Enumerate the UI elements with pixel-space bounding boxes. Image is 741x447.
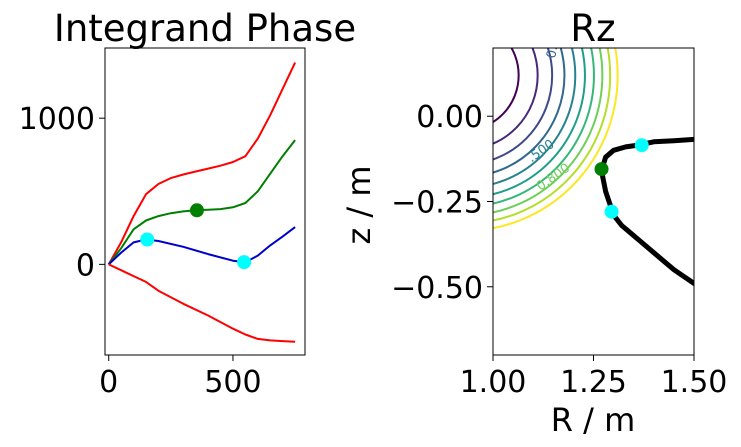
contour-level-6	[493, 48, 595, 205]
contour-level-7	[493, 48, 604, 214]
integrand-phase-series-group	[107, 62, 297, 343]
rz-x-tick-label: 1.25	[560, 365, 627, 400]
phase-series-line-3	[108, 263, 296, 343]
integrand-phase-panel: Integrand Phase 0 500 0 1000	[19, 7, 356, 400]
phase-y-tick-label: 0	[76, 248, 95, 283]
contour-level-8	[493, 48, 612, 222]
rz-x-tick-label: 1.00	[460, 365, 527, 400]
phase-series-line-0	[107, 62, 297, 265]
contour-level-2	[493, 48, 554, 161]
phase-series-line-2	[108, 226, 296, 266]
rz-x-tick-label: 1.50	[661, 365, 728, 400]
rz-marker-1	[634, 138, 649, 153]
contour-level-4	[493, 48, 577, 185]
rz-marker-2	[604, 204, 619, 219]
rz-y-tick-label: −0.50	[391, 271, 483, 306]
rz-y-tick-label: 0.00	[416, 100, 483, 135]
phase-marker-2	[237, 255, 252, 270]
integrand-phase-x-ticks: 0 500	[99, 355, 262, 400]
rz-y-axis-label: z / m	[340, 165, 378, 244]
phase-marker-0	[189, 203, 204, 218]
trajectory-branch-a	[599, 136, 694, 174]
rz-x-ticks: 1.00 1.25 1.50	[460, 355, 728, 400]
phase-marker-1	[140, 232, 155, 247]
contour-level-0	[493, 48, 520, 124]
rz-markers-group	[594, 138, 649, 219]
integrand-phase-markers-group	[140, 203, 252, 270]
contour-label: 0.400	[544, 20, 565, 59]
rz-y-ticks: 0.00 −0.25 −0.50	[391, 100, 493, 306]
contour-level-5	[493, 48, 586, 196]
integrand-phase-axes-frame	[104, 47, 306, 356]
rz-marker-0	[594, 162, 609, 177]
rz-trajectory-group	[599, 136, 694, 286]
contour-label: .500	[525, 137, 557, 166]
trajectory-branch-b	[599, 168, 694, 286]
phase-y-tick-label: 1000	[19, 102, 95, 137]
phase-x-tick-label: 500	[204, 365, 261, 400]
rz-y-tick-label: −0.25	[391, 186, 483, 221]
rz-title: Rz	[570, 7, 615, 50]
phase-x-tick-label: 0	[99, 365, 118, 400]
contour-level-1	[493, 48, 539, 145]
phase-series-line-1	[107, 139, 296, 266]
contour-level-3	[493, 48, 566, 174]
rz-x-axis-label: R / m	[551, 401, 636, 439]
integrand-phase-title: Integrand Phase	[54, 7, 356, 50]
contour-level-9	[493, 48, 619, 230]
integrand-phase-y-ticks: 0 1000	[19, 102, 105, 283]
